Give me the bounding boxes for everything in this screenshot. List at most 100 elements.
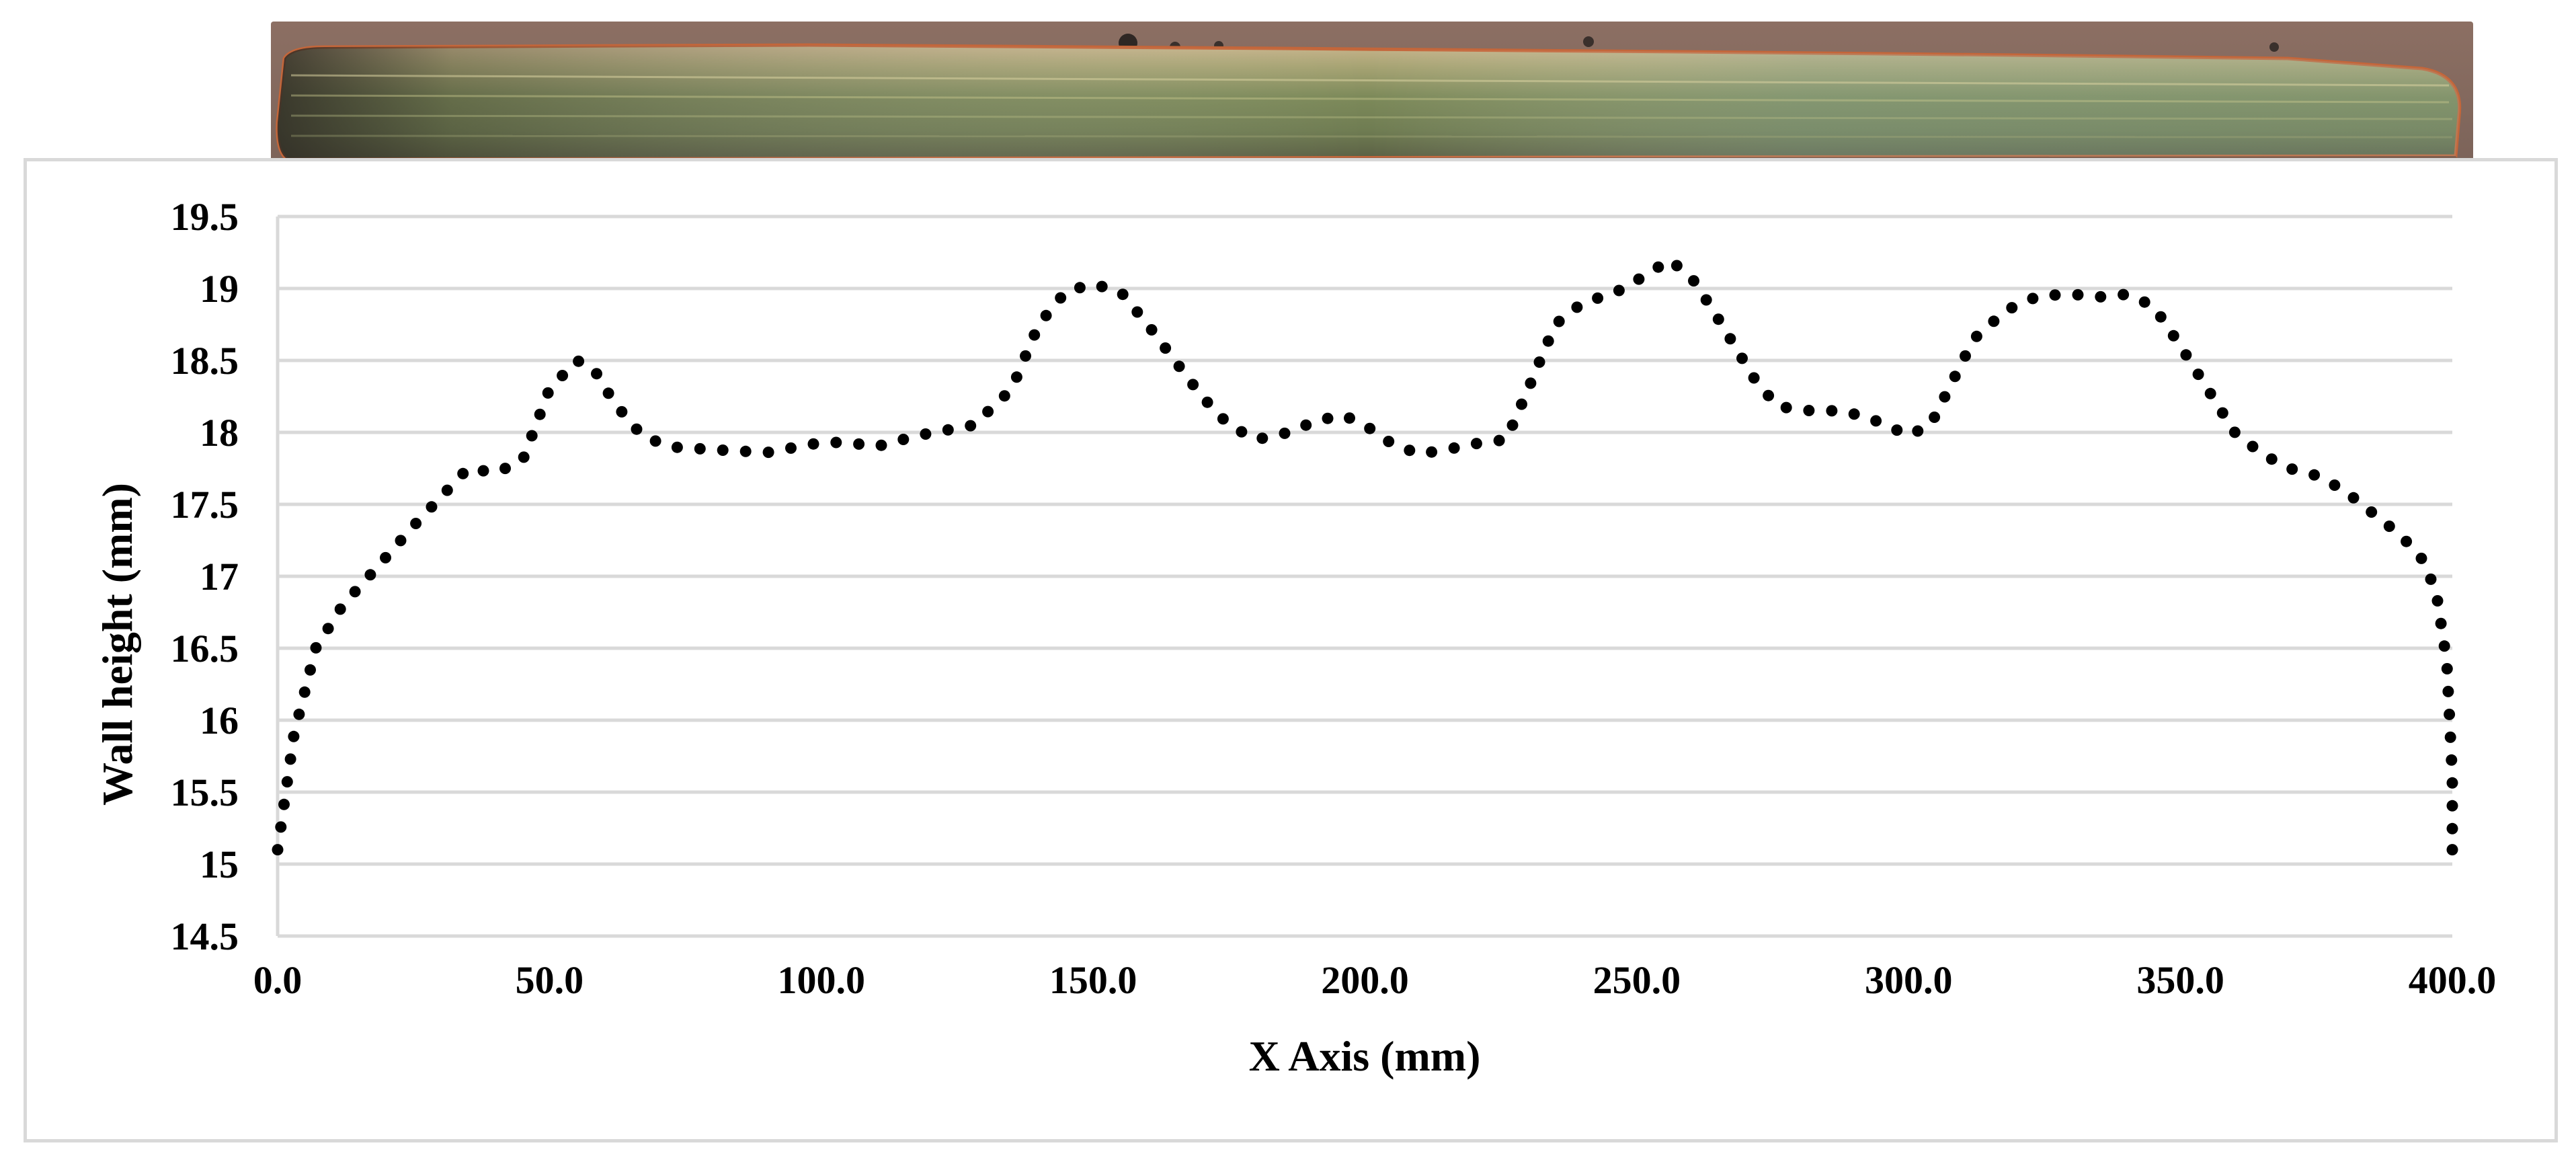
data-point <box>272 844 284 856</box>
x-tick-label: 200.0 <box>1321 958 1409 1002</box>
data-point <box>2435 617 2447 629</box>
data-point <box>1633 273 1645 285</box>
data-point <box>1700 294 1712 306</box>
x-tick-label: 150.0 <box>1049 958 1137 1002</box>
data-point <box>2049 289 2061 301</box>
data-point <box>616 405 628 418</box>
data-point <box>649 435 661 447</box>
data-point <box>1344 412 1355 424</box>
data-point <box>2095 290 2107 303</box>
data-points <box>272 260 2458 856</box>
data-point <box>2446 777 2458 789</box>
data-point <box>281 776 293 788</box>
data-point <box>1712 313 1724 325</box>
data-point <box>1117 288 1129 301</box>
data-point <box>1960 350 1971 362</box>
y-tick-labels: 14.5 15 15.5 16 16.5 17 17.5 18 18.5 19 19.5 <box>171 195 239 958</box>
y-tick-label: 17.5 <box>171 483 239 527</box>
data-point <box>591 368 602 380</box>
data-point <box>2216 407 2228 419</box>
data-point <box>2118 288 2130 301</box>
data-point <box>477 465 489 477</box>
x-tick-label: 350.0 <box>2136 958 2224 1002</box>
data-point <box>2446 844 2458 856</box>
data-point <box>322 623 334 635</box>
data-point <box>441 484 453 496</box>
data-point <box>1870 415 1882 427</box>
y-tick-label: 16 <box>200 699 239 742</box>
data-point <box>2006 302 2018 314</box>
data-point <box>542 387 554 399</box>
data-point <box>1096 280 1108 293</box>
data-point <box>1131 306 1143 318</box>
data-point <box>1688 275 1699 287</box>
data-point <box>1724 333 1736 345</box>
data-point <box>2446 822 2458 834</box>
data-point <box>2347 492 2360 504</box>
data-point <box>557 370 569 381</box>
data-point <box>1040 309 1052 321</box>
y-tick-label: 18 <box>200 411 239 455</box>
data-point <box>2366 506 2378 518</box>
data-point <box>1187 379 1199 391</box>
data-point <box>830 436 842 449</box>
data-point <box>631 423 643 435</box>
data-point <box>334 603 346 615</box>
data-point <box>2383 520 2395 533</box>
data-point <box>1748 372 1760 384</box>
data-point <box>1736 352 1748 364</box>
x-tick-label: 250.0 <box>1593 958 1681 1002</box>
data-point <box>1929 412 1941 423</box>
y-tick-label: 17 <box>200 555 239 598</box>
x-tick-label: 100.0 <box>778 958 866 1002</box>
data-point <box>2286 463 2298 475</box>
data-point <box>2228 426 2241 438</box>
data-point <box>1010 371 1022 383</box>
data-point <box>1516 398 1527 410</box>
x-tick-label: 300.0 <box>1865 958 1953 1002</box>
data-point <box>1201 396 1213 408</box>
data-point <box>1891 424 1903 436</box>
data-point <box>1571 301 1583 313</box>
data-point <box>998 390 1010 402</box>
data-point <box>1217 413 1229 425</box>
data-point <box>284 753 296 765</box>
data-point <box>305 664 316 676</box>
axes <box>276 217 2452 938</box>
data-point <box>293 708 305 720</box>
y-axis-title: Wall height (mm) <box>93 483 141 806</box>
data-point <box>410 518 422 529</box>
data-point <box>694 442 706 455</box>
data-point <box>2180 349 2192 361</box>
data-point <box>499 463 511 475</box>
data-point <box>534 408 546 420</box>
data-point <box>2138 296 2150 308</box>
y-tick-label: 14.5 <box>171 915 239 958</box>
data-point <box>1949 371 1961 383</box>
data-point <box>349 586 361 598</box>
data-point <box>526 430 538 442</box>
data-point <box>1055 292 1067 304</box>
data-point <box>1780 401 1792 414</box>
data-point <box>1763 389 1775 401</box>
data-point <box>1553 315 1565 327</box>
data-point <box>2444 731 2456 743</box>
data-point <box>2072 288 2084 301</box>
x-tick-label: 400.0 <box>2409 958 2497 1002</box>
data-point <box>762 446 774 459</box>
data-point <box>2446 754 2458 766</box>
data-point <box>310 642 322 654</box>
gridlines <box>278 215 2452 866</box>
y-tick-label: 19 <box>200 267 239 311</box>
data-point <box>1404 444 1416 457</box>
data-point <box>1506 419 1519 431</box>
chart-frame <box>24 158 2558 1142</box>
x-tick-label: 0.0 <box>253 958 303 1002</box>
data-point <box>2401 535 2413 547</box>
data-point <box>1652 261 1664 273</box>
x-tick-labels: 0.0 50.0 100.0 150.0 200.0 250.0 300.0 350.0 400… <box>253 958 2497 1002</box>
data-point <box>2329 479 2341 491</box>
data-point <box>2167 329 2179 342</box>
data-point <box>1448 442 1460 454</box>
data-point <box>1173 360 1185 373</box>
